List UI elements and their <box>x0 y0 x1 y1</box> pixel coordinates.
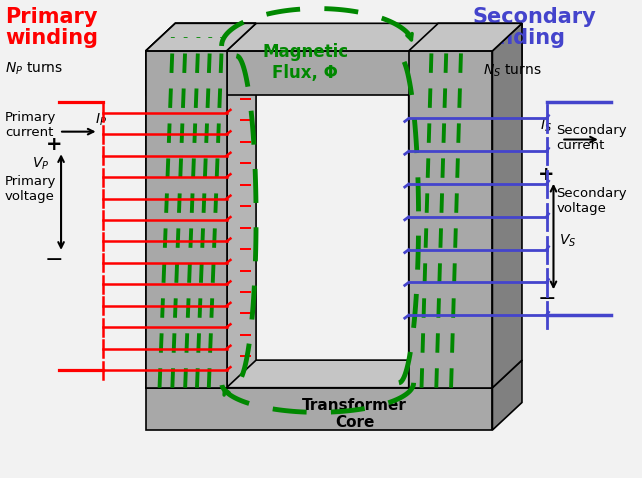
Text: Secondary
voltage: Secondary voltage <box>557 186 627 215</box>
Polygon shape <box>146 51 492 95</box>
Text: +: + <box>46 135 62 154</box>
Text: Primary
voltage: Primary voltage <box>5 175 56 203</box>
Text: −: − <box>45 250 64 270</box>
Text: Secondary
winding: Secondary winding <box>473 7 596 48</box>
Text: Secondary
current: Secondary current <box>557 123 627 152</box>
Polygon shape <box>146 23 522 51</box>
Polygon shape <box>146 360 256 388</box>
Text: −: − <box>537 289 556 309</box>
Text: Primary
winding: Primary winding <box>5 7 98 48</box>
Polygon shape <box>146 388 492 430</box>
Text: $I_P$: $I_P$ <box>94 111 107 128</box>
Polygon shape <box>146 360 522 388</box>
Text: +: + <box>539 164 555 184</box>
Text: Primary
current: Primary current <box>5 111 56 139</box>
Text: Transformer
Core: Transformer Core <box>302 398 407 430</box>
Text: $V_S$: $V_S$ <box>559 233 577 249</box>
Text: $I_S$: $I_S$ <box>540 117 551 134</box>
Polygon shape <box>409 23 438 388</box>
Polygon shape <box>492 23 522 388</box>
Polygon shape <box>409 51 492 388</box>
Text: $N_P$ turns: $N_P$ turns <box>5 61 63 77</box>
Text: $N_S$ turns: $N_S$ turns <box>483 63 541 79</box>
Polygon shape <box>146 51 227 388</box>
Text: Magnetic
Flux, Φ: Magnetic Flux, Φ <box>262 43 349 82</box>
Polygon shape <box>492 360 522 430</box>
Polygon shape <box>492 23 522 95</box>
Polygon shape <box>146 23 256 51</box>
Polygon shape <box>409 23 522 51</box>
Polygon shape <box>146 23 256 51</box>
Polygon shape <box>227 23 256 388</box>
Polygon shape <box>146 51 227 388</box>
Text: $V_P$: $V_P$ <box>31 156 49 173</box>
